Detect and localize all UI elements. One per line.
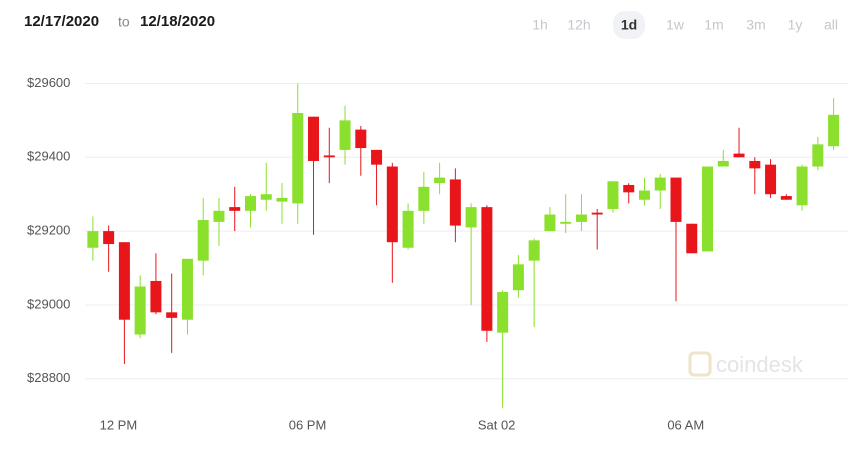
candle-body (87, 231, 99, 248)
watermark-icon (688, 351, 712, 377)
candle-body (481, 207, 493, 331)
range-button[interactable]: 1y (788, 17, 803, 33)
candle-body (465, 207, 477, 228)
candle-body (497, 292, 509, 333)
range-button[interactable]: 1h (532, 17, 548, 33)
range-active-bg (613, 11, 645, 39)
candle-body (544, 214, 556, 232)
candle-body (686, 223, 698, 254)
candle-body (434, 177, 446, 184)
candle-body (638, 190, 650, 200)
range-button[interactable]: 3m (746, 17, 765, 33)
candle-body (449, 179, 461, 226)
x-tick-label: Sat 02 (478, 417, 516, 432)
y-tick-label: $29600 (27, 75, 70, 90)
candle-body (780, 196, 792, 200)
candle-body (812, 144, 824, 167)
candle-body (134, 286, 146, 335)
candle-body (623, 184, 635, 193)
y-tick-label: $29200 (27, 223, 70, 238)
candle-body (371, 149, 383, 165)
candle-body (591, 212, 603, 215)
candle-body (607, 181, 619, 209)
date-to: 12/18/2020 (140, 13, 215, 30)
watermark: coindesk (688, 351, 804, 377)
range-button[interactable]: 1d (621, 17, 637, 33)
candle-body (418, 186, 430, 211)
candle-body (717, 160, 729, 167)
candle-body (733, 153, 745, 158)
candle-body (323, 155, 335, 158)
candle-body (244, 196, 256, 211)
range-selector: 1h 12h 1d 1w 1m 3m 1y all (532, 11, 838, 39)
x-tick-label: 12 PM (100, 417, 138, 432)
candle-body (118, 242, 130, 320)
candle-body (150, 280, 162, 313)
date-separator: to (118, 14, 130, 30)
candle-body (103, 231, 115, 245)
candle-body (402, 210, 414, 248)
candle-body (512, 264, 524, 291)
candle-body (181, 258, 193, 320)
range-button[interactable]: all (824, 17, 838, 33)
x-tick-label: 06 PM (289, 417, 327, 432)
candle-body (575, 214, 587, 222)
range-button[interactable]: 1m (704, 17, 723, 33)
candle-body (560, 221, 572, 224)
watermark-text: coindesk (716, 352, 804, 377)
candle-body (213, 210, 225, 222)
y-tick-label: $28800 (27, 370, 70, 385)
candle-body (670, 177, 682, 222)
y-tick-label: $29000 (27, 296, 70, 311)
candle-body (260, 194, 272, 200)
candle-body (355, 129, 367, 149)
candle-body (339, 120, 351, 150)
candle-body (828, 114, 840, 147)
candle-body (702, 166, 714, 252)
candle-body (765, 164, 777, 195)
candle-body (229, 207, 241, 211)
candle-body (749, 160, 761, 169)
range-button[interactable]: 1w (666, 17, 685, 33)
candle-body (166, 312, 178, 318)
candle-body (528, 240, 540, 261)
candle-body (796, 166, 808, 206)
candle-body (654, 177, 666, 191)
x-tick-label: 06 AM (667, 417, 704, 432)
range-button[interactable]: 12h (567, 17, 590, 33)
y-tick-label: $29400 (27, 149, 70, 164)
candle-body (276, 197, 288, 202)
candle-body (386, 166, 398, 243)
date-from: 12/17/2020 (24, 13, 99, 30)
candle-body (292, 112, 304, 204)
candle-body (197, 220, 209, 261)
candle-body (308, 116, 320, 161)
